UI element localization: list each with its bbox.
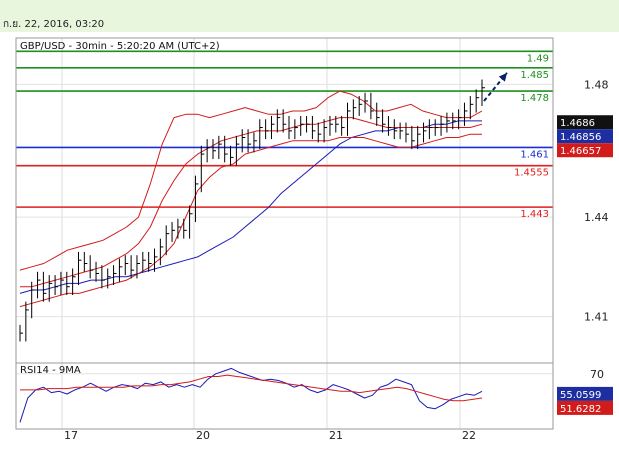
y-tick-label: 1.48 xyxy=(584,78,609,91)
main-chart-title: GBP/USD - 30min - 5:20:20 AM (UTC+2) xyxy=(20,41,220,52)
level-label: 1.4555 xyxy=(514,168,549,179)
rsi-line xyxy=(19,367,483,423)
price-series xyxy=(19,79,485,423)
main-price-tag: 1.46856 xyxy=(557,129,613,144)
rsi-y-tick-label: 70 xyxy=(590,368,604,381)
rsi-price-tag: 51.6282 xyxy=(557,400,613,415)
bb_mid-line xyxy=(20,117,483,288)
rsi-panel-frame xyxy=(15,362,554,430)
rsi_ma-line xyxy=(20,374,483,402)
bb_upper-line xyxy=(19,90,483,271)
gridlines xyxy=(16,38,553,429)
projection-arrowhead xyxy=(498,72,507,82)
rsi-price-tag: 55.0599 xyxy=(557,386,613,401)
level-label: 1.485 xyxy=(520,70,549,81)
price-tag-label: 1.4686 xyxy=(560,118,595,129)
x-tick-label: 22 xyxy=(462,429,476,442)
chart-canvas[interactable]: 1.49 1.485 1.478 1.461 1.4555 1.443 GBP/USD -… xyxy=(0,32,619,450)
price-tag-box xyxy=(557,115,613,130)
price-tag-box xyxy=(557,143,613,158)
level-label: 1.478 xyxy=(520,93,549,104)
price-tag-box xyxy=(557,400,613,415)
main-price-tag: 1.46657 xyxy=(557,143,613,158)
price-tag-label: 1.46657 xyxy=(560,146,601,157)
chart-overlays xyxy=(483,72,508,102)
rsi-chart-title: RSI14 - 9MA xyxy=(20,365,81,376)
top-status-bar: ก.ย. 22, 2016, 03:20 xyxy=(0,0,619,32)
price-tags: 1.4686 1.46856 1.46657 55.0599 51.6282 xyxy=(557,115,613,415)
level-label: 1.443 xyxy=(520,209,549,220)
price-tag-label: 1.46856 xyxy=(560,132,601,143)
x-tick-label: 21 xyxy=(329,429,343,442)
y-tick-label: 1.41 xyxy=(584,311,609,324)
level-label: 1.49 xyxy=(527,53,549,64)
timestamp-label: ก.ย. 22, 2016, 03:20 xyxy=(3,19,105,30)
x-tick-label: 17 xyxy=(64,429,78,442)
price-tag-label: 51.6282 xyxy=(560,404,601,415)
y-tick-label: 1.44 xyxy=(584,211,609,224)
price-tag-box xyxy=(557,129,613,144)
main-panel-frame xyxy=(15,37,554,364)
main-price-tag: 1.4686 xyxy=(557,115,613,130)
axis-labels: 17 20 21 22 1.48 1.44 1.41 70 xyxy=(64,78,609,442)
price-tag-box xyxy=(557,386,613,401)
x-tick-label: 20 xyxy=(196,429,210,442)
bb_lower-line xyxy=(19,133,482,308)
support-resistance-levels: 1.49 1.485 1.478 1.461 1.4555 1.443 xyxy=(16,50,553,220)
price-tag-label: 55.0599 xyxy=(560,390,601,401)
level-label: 1.461 xyxy=(520,149,549,160)
